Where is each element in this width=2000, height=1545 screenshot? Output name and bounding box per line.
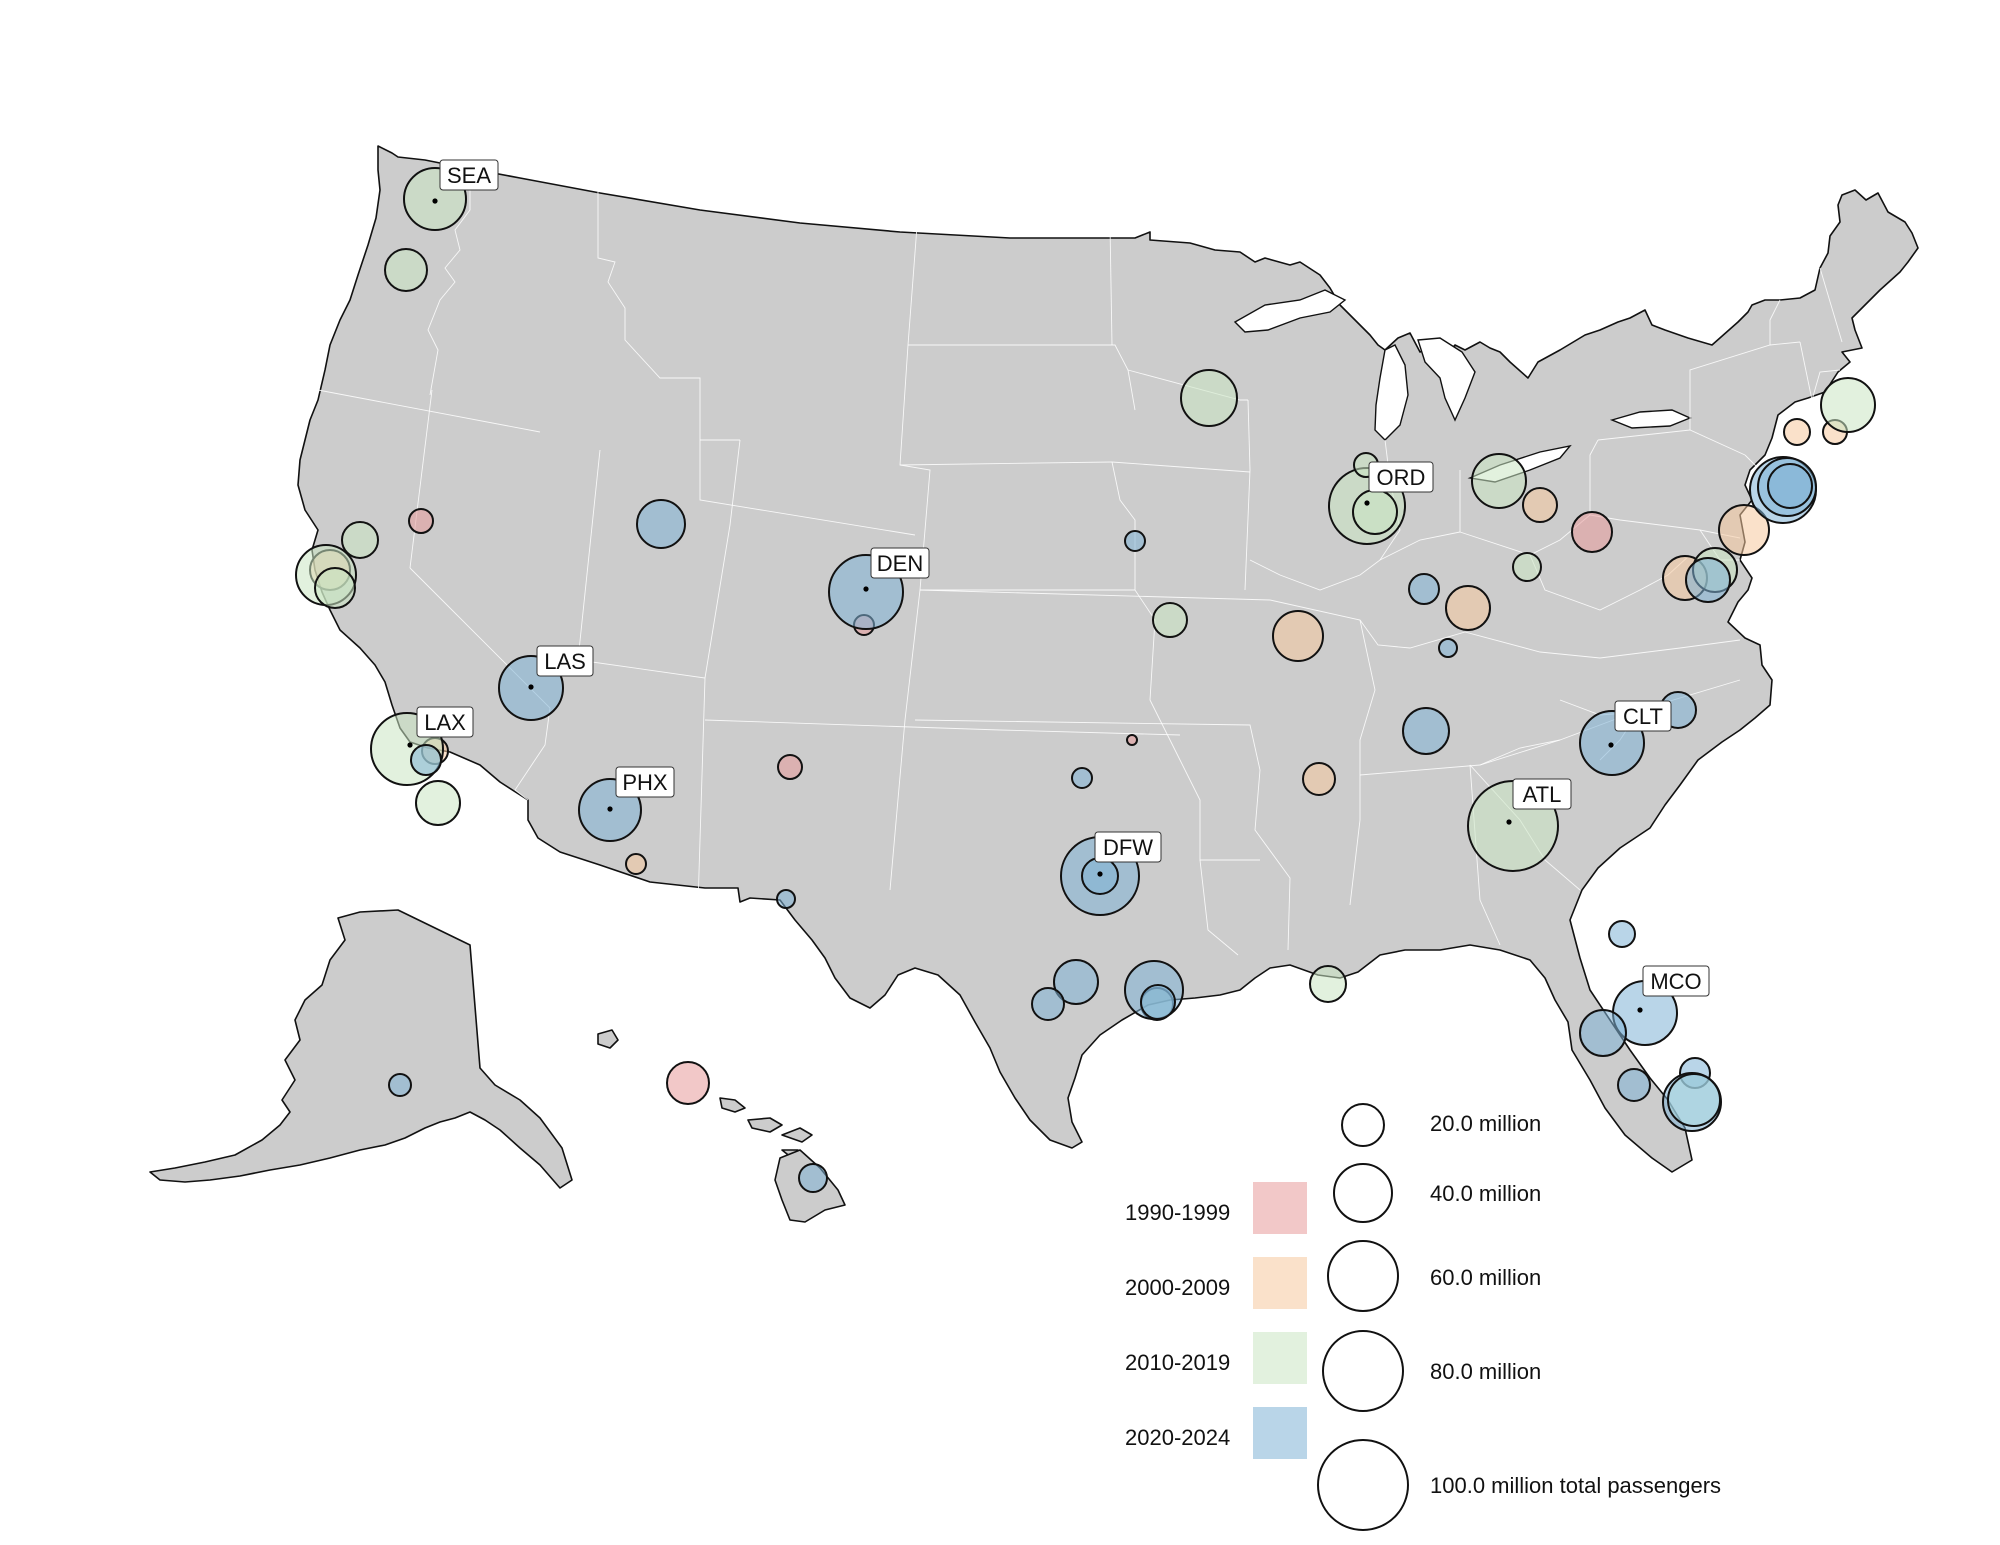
airport-bubble	[1272, 610, 1324, 662]
size-legend-item: 60.0 million	[1327, 1240, 1541, 1312]
airport-bubble	[1031, 987, 1065, 1021]
airport-bubble	[636, 499, 686, 549]
svg-text:60.0 million: 60.0 million	[1430, 1265, 1541, 1290]
airport-bubble	[798, 1163, 828, 1193]
svg-text:DEN: DEN	[877, 551, 923, 576]
svg-text:2000-2009: 2000-2009	[1125, 1275, 1230, 1300]
svg-text:20.0 million: 20.0 million	[1430, 1111, 1541, 1136]
svg-text:40.0 million: 40.0 million	[1430, 1181, 1541, 1206]
airport-label: LAS	[536, 645, 594, 677]
hawaii-islands	[597, 1029, 846, 1223]
airport-bubble	[1071, 767, 1093, 789]
airport-bubble	[410, 744, 442, 776]
airport-bubble	[1124, 530, 1146, 552]
svg-text:80.0 million: 80.0 million	[1430, 1359, 1541, 1384]
state-boundaries	[317, 172, 1851, 956]
svg-text:CLT: CLT	[1623, 704, 1663, 729]
airport-label: DFW	[1094, 831, 1162, 863]
airport-label: PHX	[615, 766, 675, 798]
lake-huron	[1417, 337, 1476, 422]
airport-label: DEN	[870, 547, 930, 579]
airport-label: MCO	[1642, 965, 1710, 997]
airport-bubble	[1053, 959, 1099, 1005]
contiguous-us-landmass	[297, 145, 1919, 1173]
svg-text:100.0 million total passengers: 100.0 million total passengers	[1430, 1473, 1721, 1498]
svg-text:MCO: MCO	[1650, 969, 1701, 994]
size-legend-item: 20.0 million	[1341, 1103, 1541, 1147]
airport-bubble	[1352, 489, 1398, 535]
size-legend: 20.0 million 40.0 million 60.0 million 8…	[1317, 1103, 1721, 1531]
airport-bubble	[388, 1073, 412, 1097]
airport-label: ATL	[1512, 778, 1572, 810]
airport-bubble	[1571, 511, 1613, 553]
period-swatch	[1253, 1407, 1307, 1459]
svg-text:LAX: LAX	[424, 710, 466, 735]
alaska-landmass	[149, 909, 573, 1189]
airport-bubble	[1438, 638, 1458, 658]
period-legend-item: 2020-2024	[1125, 1407, 1307, 1459]
airport-bubble	[1408, 573, 1440, 605]
svg-text:ATL: ATL	[1523, 782, 1562, 807]
airport-bubble	[1445, 585, 1491, 631]
size-legend-item: 100.0 million total passengers	[1317, 1439, 1721, 1531]
lake-michigan	[1374, 344, 1409, 441]
airport-bubble	[408, 508, 434, 534]
airport-bubble	[1126, 734, 1138, 746]
svg-text:1990-1999: 1990-1999	[1125, 1200, 1230, 1225]
svg-text:SEA: SEA	[447, 163, 491, 188]
svg-text:ORD: ORD	[1377, 465, 1426, 490]
airport-bubble	[1820, 377, 1876, 433]
svg-text:LAS: LAS	[544, 649, 586, 674]
airport-bubble	[1608, 920, 1636, 948]
airport-bubbles	[295, 167, 1876, 1193]
airport-bubble	[625, 853, 647, 875]
size-legend-item: 80.0 million	[1322, 1330, 1541, 1412]
period-legend: 1990-1999 2000-2009 2010-2019 2020-2024	[1125, 1182, 1307, 1459]
airport-bubble	[1767, 463, 1813, 509]
airport-bubble	[415, 780, 461, 826]
svg-text:DFW: DFW	[1103, 835, 1153, 860]
airport-bubble	[666, 1061, 710, 1105]
airport-bubble	[776, 889, 796, 909]
airport-bubble	[1617, 1068, 1651, 1102]
airport-bubble	[314, 567, 356, 609]
airport-label: ORD	[1368, 461, 1434, 493]
period-swatch	[1253, 1257, 1307, 1309]
airport-bubble	[1309, 965, 1347, 1003]
airport-bubble	[1180, 369, 1238, 427]
airport-bubble	[1685, 557, 1731, 603]
airport-bubble	[341, 521, 379, 559]
lake-superior	[1233, 289, 1347, 333]
period-swatch	[1253, 1182, 1307, 1234]
size-legend-item: 40.0 million	[1333, 1163, 1541, 1223]
airport-bubble	[1152, 602, 1188, 638]
airport-bubble	[1512, 552, 1542, 582]
svg-text:2020-2024: 2020-2024	[1125, 1425, 1230, 1450]
airport-label: CLT	[1614, 700, 1672, 732]
svg-text:PHX: PHX	[622, 770, 668, 795]
svg-text:2010-2019: 2010-2019	[1125, 1350, 1230, 1375]
period-legend-item: 2010-2019	[1125, 1332, 1307, 1384]
airport-labels: SEA DEN LAS LAX PHX DFW ORD ATL	[416, 159, 1710, 997]
hub-dots	[407, 198, 1643, 1013]
airport-bubble	[1718, 504, 1770, 556]
period-legend-item: 2000-2009	[1125, 1257, 1307, 1309]
airport-bubble	[384, 248, 428, 292]
airport-label: LAX	[416, 706, 474, 738]
airport-bubble	[1471, 453, 1527, 509]
airport-bubble	[1667, 1073, 1721, 1127]
airport-bubble	[1579, 1009, 1627, 1057]
airport-bubble	[1140, 984, 1176, 1020]
airport-bubble	[1302, 762, 1336, 796]
period-swatch	[1253, 1332, 1307, 1384]
airport-bubble	[1783, 418, 1811, 446]
airport-bubble	[777, 754, 803, 780]
airport-bubble	[1402, 707, 1450, 755]
airport-bubble	[1522, 487, 1558, 523]
period-legend-item: 1990-1999	[1125, 1182, 1307, 1234]
airport-label: SEA	[439, 159, 499, 191]
